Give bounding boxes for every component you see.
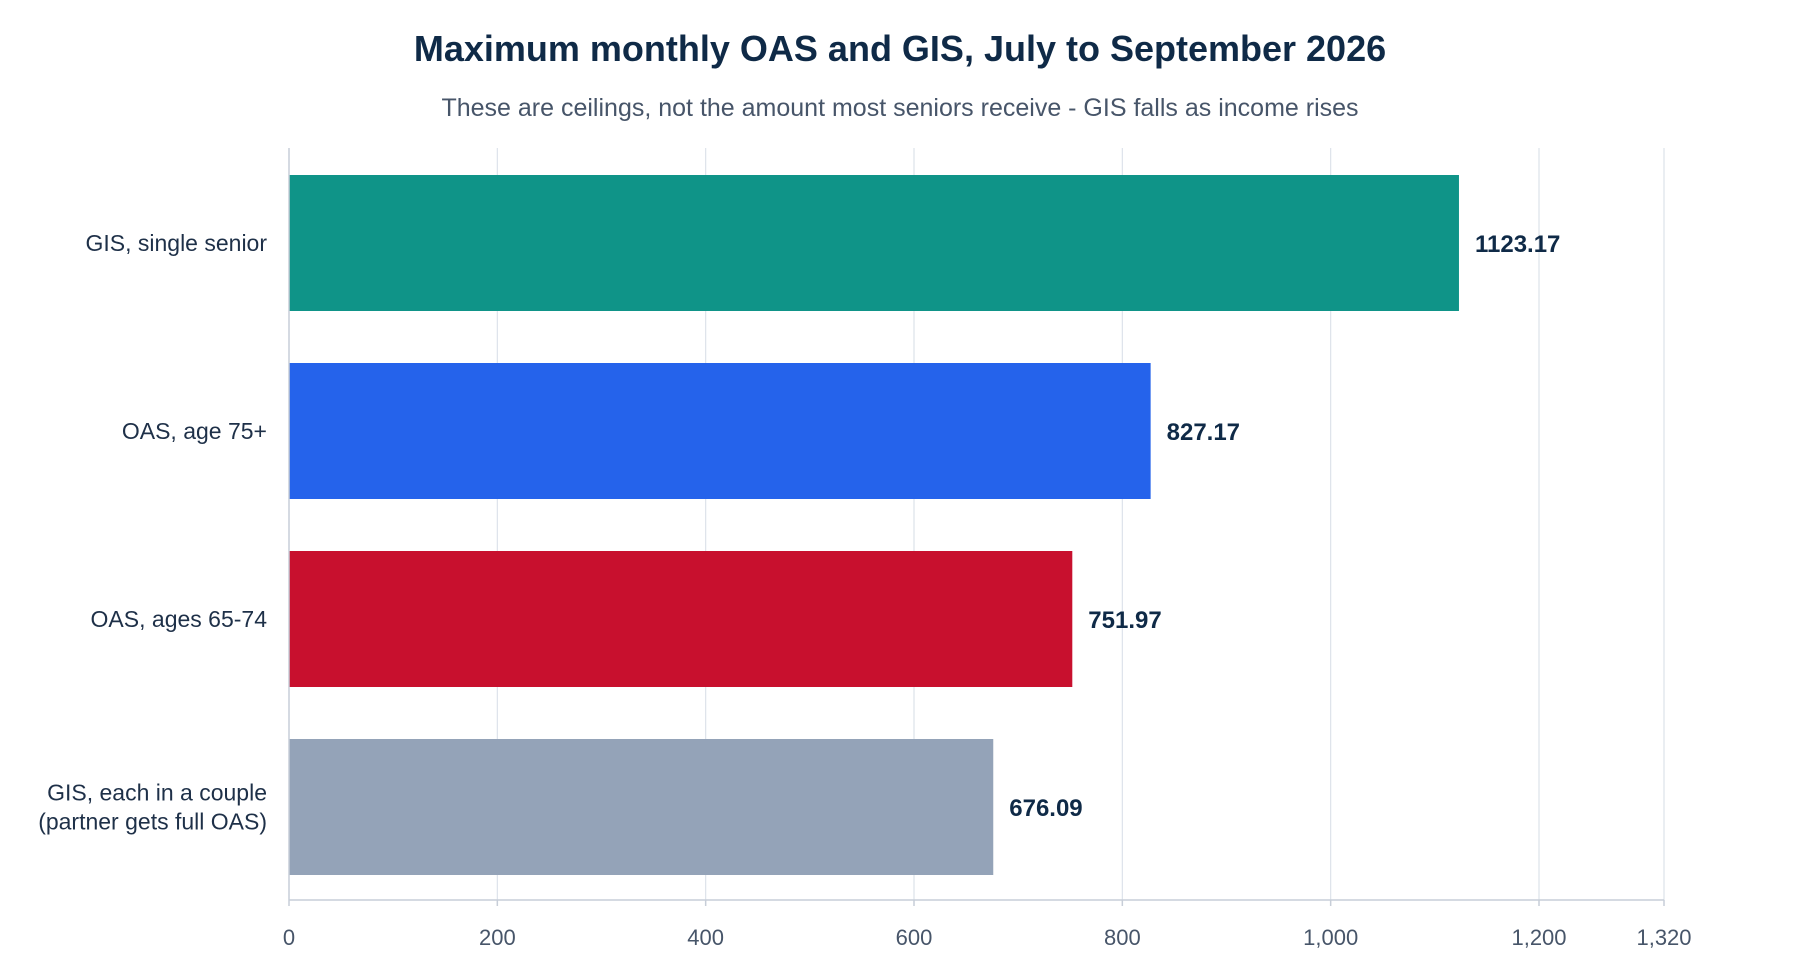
x-tick-label: 1,000 (1303, 925, 1358, 950)
category-label: OAS, age 75+ (122, 418, 267, 444)
bar (289, 551, 1073, 687)
bar (289, 739, 994, 875)
x-tick-label: 1,320 (1636, 925, 1691, 950)
value-label: 751.97 (1088, 607, 1161, 634)
x-tick-label: 0 (283, 925, 295, 950)
category-label: OAS, ages 65-74 (91, 606, 268, 632)
value-label: 1123.17 (1475, 231, 1560, 258)
value-label: 827.17 (1167, 419, 1240, 446)
x-tick-label: 200 (479, 925, 516, 950)
bar (289, 175, 1459, 311)
chart-subtitle: These are ceilings, not the amount most … (441, 94, 1359, 122)
x-tick-label: 800 (1104, 925, 1141, 950)
x-tick-label: 600 (896, 925, 933, 950)
value-label: 676.09 (1009, 795, 1082, 822)
x-tick-label: 1,200 (1511, 925, 1566, 950)
category-label: GIS, single senior (85, 230, 267, 256)
category-label: GIS, each in a couple (partner gets full … (38, 780, 267, 835)
chart-title: Maximum monthly OAS and GIS, July to Sep… (413, 28, 1387, 69)
bar (289, 363, 1151, 499)
x-tick-label: 400 (687, 925, 724, 950)
